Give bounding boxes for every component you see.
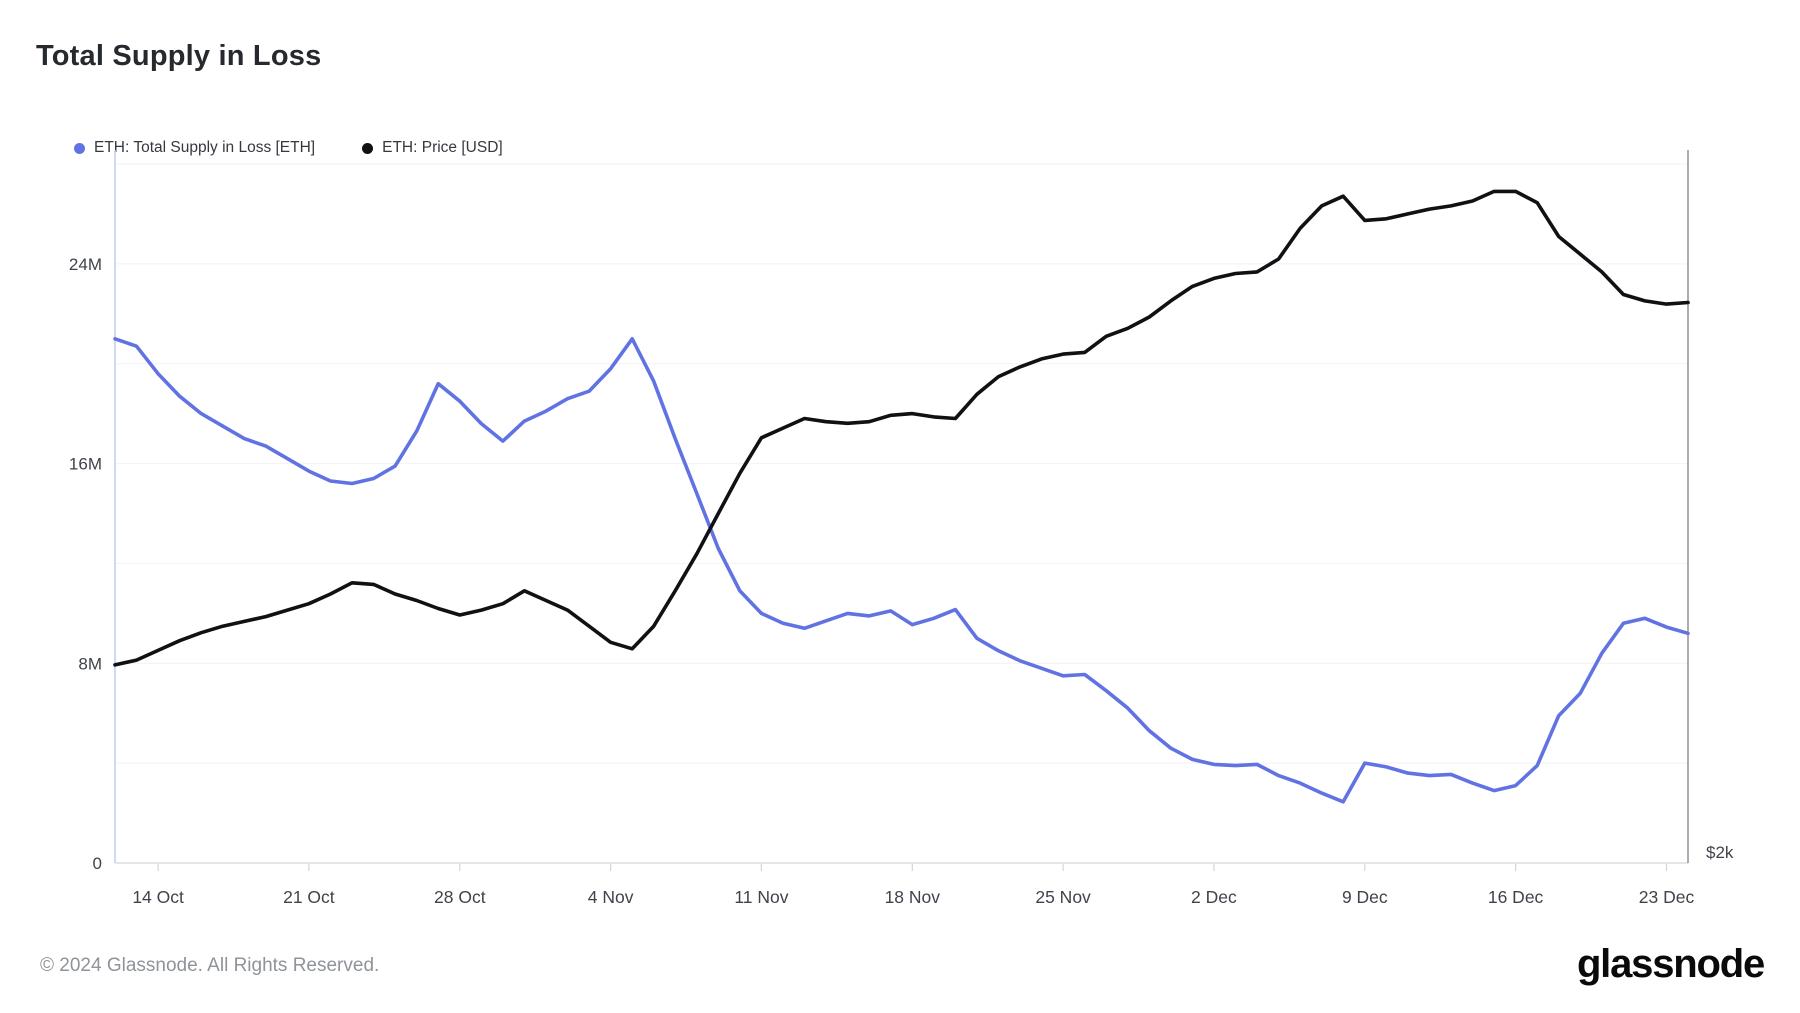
legend-dot-supply-icon (74, 142, 85, 154)
legend-dot-price-icon (362, 142, 374, 154)
x-axis-label: 4 Nov (588, 887, 634, 907)
legend-item-price[interactable]: ETH: Price [USD] (362, 139, 503, 157)
x-axis-label: 21 Oct (283, 887, 335, 907)
y-axis-label: 8M (78, 654, 102, 673)
series-line-price (113, 189, 1690, 667)
y-axis-label: 0 (93, 854, 102, 873)
y-axis-label: 24M (69, 255, 102, 274)
x-axis-label: 14 Oct (132, 887, 184, 907)
x-axis-label: 11 Nov (734, 887, 788, 907)
page-title: Total Supply in Loss (36, 40, 322, 72)
chart-legend: ETH: Total Supply in Loss [ETH] ETH: Pri… (74, 139, 503, 157)
x-axis-label: 28 Oct (434, 887, 486, 907)
legend-label-supply: ETH: Total Supply in Loss [ETH] (94, 139, 316, 156)
price-axis-label: $2k (1706, 843, 1734, 862)
x-axis-label: 25 Nov (1035, 887, 1091, 907)
series-line-supply-in-loss (113, 337, 1690, 804)
glassnode-logo[interactable]: glassnode (1576, 942, 1765, 986)
copyright-text: © 2024 Glassnode. All Rights Reserved. (40, 955, 380, 976)
x-axis-label: 9 Dec (1342, 887, 1388, 907)
y-axis-label: 16M (69, 455, 102, 474)
x-axis-label: 18 Nov (885, 887, 941, 907)
x-axis-label: 2 Dec (1191, 887, 1237, 907)
x-axis-label: 16 Dec (1488, 887, 1544, 907)
legend-label-price: ETH: Price [USD] (382, 139, 503, 156)
x-axis-label: 23 Dec (1639, 887, 1695, 907)
legend-item-supply[interactable]: ETH: Total Supply in Loss [ETH] (74, 139, 315, 157)
